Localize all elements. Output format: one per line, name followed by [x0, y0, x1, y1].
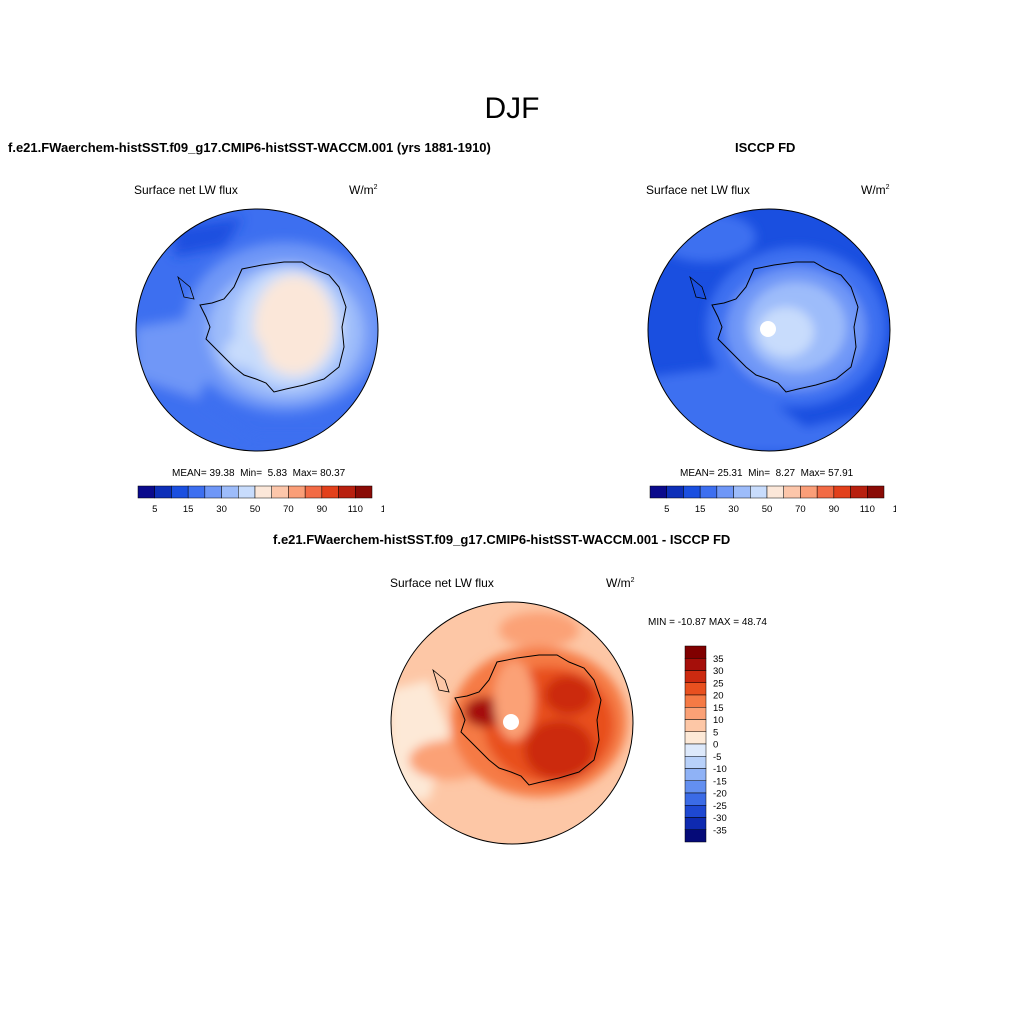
- obs-colorbar-box: [766, 485, 784, 499]
- model-colorbar-tick-label: 15: [183, 504, 194, 515]
- obs-colorbar-tick-label: 50: [762, 504, 773, 515]
- diff-colorbar-tick-label: -10: [713, 764, 727, 775]
- obs-colorbar-box: [783, 485, 801, 499]
- obs-colorbar-box: [733, 485, 751, 499]
- figure-title: DJF: [484, 92, 540, 125]
- diff-polar-map: [390, 601, 634, 845]
- diff-colorbar-box: [684, 731, 707, 745]
- diff-colorbar-tick-label: 10: [713, 715, 724, 726]
- model-colorbar-tick-label: 130: [381, 504, 384, 515]
- diff-colorbar-box: [684, 768, 707, 781]
- model-colorbar-box: [271, 485, 289, 499]
- diff-colorbar-tick-label: 25: [713, 678, 724, 689]
- obs-colorbar-box: [716, 485, 734, 499]
- obs-colorbar-box: [750, 485, 768, 499]
- diff-colorbar-tick-label: -15: [713, 776, 727, 787]
- diff-colorbar-tick-label: -5: [713, 752, 721, 763]
- model-colorbar-box: [137, 485, 155, 499]
- obs-units-label: W/m2: [861, 183, 890, 197]
- model-colorbar-box: [321, 485, 339, 499]
- diff-colorbar-tick-label: 30: [713, 666, 724, 677]
- model-stats: MEAN= 39.38 Min= 5.83 Max= 80.37: [172, 468, 346, 479]
- diff-colorbar-tick-label: 15: [713, 703, 724, 714]
- obs-panel-title: ISCCP FD: [735, 140, 796, 155]
- diff-colorbar-tick-label: 5: [713, 727, 718, 738]
- obs-colorbar-tick-label: 15: [695, 504, 706, 515]
- model-variable-label: Surface net LW flux: [134, 183, 238, 197]
- obs-colorbar-tick-label: 110: [860, 504, 875, 515]
- diff-colorbar-tick-label: -30: [713, 813, 727, 824]
- obs-colorbar-tick-label: 30: [728, 504, 739, 515]
- model-polar-map: [135, 208, 379, 452]
- diff-variable-label: Surface net LW flux: [390, 576, 494, 590]
- obs-colorbar-tick-label: 90: [829, 504, 840, 515]
- obs-variable-label: Surface net LW flux: [646, 183, 750, 197]
- obs-colorbar-box: [666, 485, 684, 499]
- diff-colorbar-tick-label: -35: [713, 825, 727, 836]
- model-colorbar-box: [221, 485, 239, 499]
- model-colorbar-box: [204, 485, 222, 499]
- obs-polar-map: [647, 208, 891, 452]
- model-colorbar-box: [288, 485, 306, 499]
- diff-colorbar-box: [684, 707, 707, 720]
- obs-colorbar-box: [683, 485, 701, 499]
- model-colorbar-tick-label: 50: [250, 504, 261, 515]
- diff-colorbar-tick-label: -25: [713, 801, 727, 812]
- obs-colorbar: 5 15 30 50 70 90 110 130: [649, 485, 896, 515]
- model-colorbar-tick-label: 70: [283, 504, 294, 515]
- diff-colorbar-box: [684, 743, 707, 757]
- obs-colorbar-tick-label: 130: [893, 504, 896, 515]
- obs-colorbar-box: [649, 485, 667, 499]
- model-colorbar-box: [187, 485, 206, 499]
- model-colorbar-box: [338, 485, 356, 499]
- obs-colorbar-box: [816, 485, 835, 499]
- model-colorbar-box: [304, 485, 323, 499]
- obs-colorbar-box: [833, 485, 851, 499]
- diff-colorbar-box: [684, 719, 707, 732]
- diff-colorbar-box: [684, 670, 707, 683]
- diff-colorbar-tick-label: 35: [713, 654, 724, 665]
- diff-colorbar-box: [684, 792, 707, 806]
- diff-colorbar-box: [684, 780, 707, 794]
- model-colorbar: 5 15 30 50 70 90 110 130: [137, 485, 384, 515]
- diff-colorbar-tick-label: 0: [713, 740, 718, 751]
- model-colorbar-box: [238, 485, 256, 499]
- diff-colorbar-box: [684, 756, 707, 769]
- obs-colorbar-box: [699, 485, 718, 499]
- model-colorbar-box: [355, 485, 373, 499]
- model-colorbar-tick-label: 5: [152, 504, 157, 515]
- model-colorbar-box: [171, 485, 189, 499]
- diff-panel-title: f.e21.FWaerchem-histSST.f09_g17.CMIP6-hi…: [273, 532, 731, 547]
- model-colorbar-box: [154, 485, 172, 499]
- model-units-label: W/m2: [349, 183, 378, 197]
- model-colorbar-tick-label: 90: [317, 504, 328, 515]
- obs-stats: MEAN= 25.31 Min= 8.27 Max= 57.91: [680, 468, 854, 479]
- diff-colorbar-box: [684, 658, 707, 671]
- diff-colorbar-box: [684, 682, 707, 696]
- obs-colorbar-box: [867, 485, 885, 499]
- obs-colorbar-tick-label: 5: [664, 504, 669, 515]
- obs-colorbar-tick-label: 70: [795, 504, 806, 515]
- diff-colorbar-box: [684, 805, 707, 818]
- diff-colorbar-tick-label: -20: [713, 789, 727, 800]
- obs-colorbar-box: [800, 485, 818, 499]
- model-colorbar-tick-label: 30: [216, 504, 227, 515]
- diff-colorbar-box: [684, 694, 707, 708]
- diff-colorbar-box: [684, 817, 707, 830]
- diff-units-label: W/m2: [606, 576, 635, 590]
- obs-colorbar-box: [850, 485, 868, 499]
- diff-colorbar-tick-label: 20: [713, 691, 724, 702]
- diff-minmax: MIN = -10.87 MAX = 48.74: [648, 617, 767, 628]
- model-panel-title: f.e21.FWaerchem-histSST.f09_g17.CMIP6-hi…: [8, 140, 491, 155]
- diff-colorbar-box: [684, 829, 707, 843]
- model-colorbar-box: [254, 485, 272, 499]
- diff-colorbar-box: [684, 645, 707, 659]
- model-colorbar-tick-label: 110: [348, 504, 363, 515]
